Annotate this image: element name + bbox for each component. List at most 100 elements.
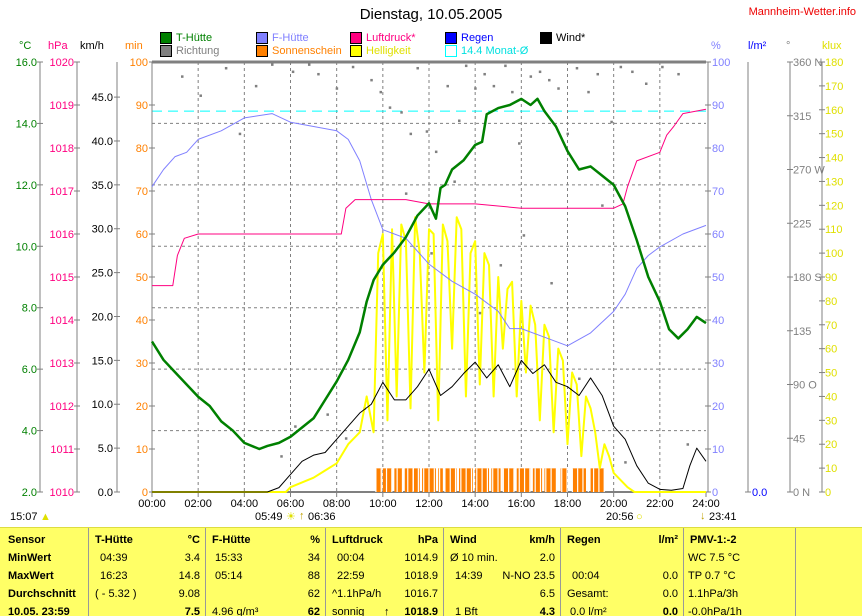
series-wind- bbox=[152, 359, 707, 493]
direction-point bbox=[291, 70, 295, 74]
sunshine-bar bbox=[404, 468, 413, 492]
unit-temp: °C bbox=[19, 40, 32, 52]
moonset-icon: ↓ bbox=[700, 510, 706, 522]
direction-point bbox=[464, 64, 468, 68]
axis-tick-label: 10 bbox=[825, 463, 837, 475]
legend-sonnenschein: Sonnenschein bbox=[256, 45, 342, 57]
direction-point bbox=[294, 425, 297, 428]
axis-tick-label: 6.0 bbox=[22, 364, 37, 376]
direction-point bbox=[587, 90, 590, 94]
brand-link[interactable]: Mannheim-Wetter.info bbox=[748, 6, 856, 18]
axis-tick-label: 130 bbox=[825, 176, 843, 188]
legend-label: T-Hütte bbox=[176, 32, 213, 44]
sunshine-bar bbox=[438, 468, 443, 492]
r-header: Regen bbox=[567, 534, 601, 546]
axis-tick-label: 1019 bbox=[50, 100, 74, 112]
f-min-time: 15:33 bbox=[215, 552, 243, 564]
t-min: 3.4 bbox=[184, 552, 200, 564]
axis-tick-label: 20 bbox=[825, 439, 837, 451]
direction-point bbox=[425, 130, 429, 133]
legend-regen: Regen bbox=[445, 32, 493, 44]
x-tick-label: 24:00 bbox=[692, 498, 720, 510]
t-avg: 9.08 bbox=[178, 588, 200, 600]
axis-tick-label: 1014 bbox=[50, 315, 74, 327]
axis-tick-label: 100 bbox=[712, 57, 730, 69]
p-current: 1018.9 bbox=[404, 606, 438, 616]
legend-wind: Wind* bbox=[540, 32, 585, 44]
axis-tick-label: 50 bbox=[825, 368, 837, 380]
x-tick-label: 14:00 bbox=[461, 498, 489, 510]
x-tick-label: 22:00 bbox=[646, 498, 674, 510]
axis-tick-label: 40 bbox=[136, 315, 148, 327]
p-unit: hPa bbox=[417, 534, 438, 546]
direction-point bbox=[307, 63, 311, 66]
direction-point bbox=[644, 82, 648, 85]
direction-point bbox=[566, 132, 569, 136]
w-unit: km/h bbox=[529, 534, 555, 546]
summary-table: Sensor MinWert MaxWert Durchschnitt 10.05. 2… bbox=[0, 527, 862, 616]
weather-chart: 16.014.012.010.08.06.04.02.0102010191018… bbox=[16, 57, 844, 510]
w-min: 2.0 bbox=[539, 552, 555, 564]
direction-point bbox=[529, 75, 533, 78]
axis-tick-label: 35.0 bbox=[92, 180, 113, 192]
r-current: 0.0 bbox=[662, 606, 678, 616]
direction-point bbox=[575, 66, 579, 70]
axis-tick-label: 15.0 bbox=[92, 355, 113, 367]
p-min: 1014.9 bbox=[404, 552, 438, 564]
axis-tick-label: 1011 bbox=[50, 444, 74, 456]
direction-point bbox=[492, 84, 496, 88]
axis-tick-label: 30 bbox=[712, 358, 724, 370]
direction-point bbox=[548, 78, 551, 82]
moon-icon: ▲ bbox=[40, 511, 51, 523]
unit-dir: ° bbox=[786, 40, 791, 52]
x-tick-label: 20:00 bbox=[600, 498, 628, 510]
x-tick-label: 18:00 bbox=[554, 498, 582, 510]
axis-tick-label: 160 bbox=[825, 105, 843, 117]
x-tick-label: 02:00 bbox=[184, 498, 212, 510]
divider bbox=[795, 528, 796, 616]
moonrise-time: 06:36 bbox=[308, 511, 336, 523]
axis-tick-label: 1020 bbox=[50, 57, 74, 69]
pressure-trend-arrow-icon: ↑ bbox=[384, 606, 390, 616]
direction-point bbox=[478, 311, 482, 315]
unit-rain: l/m² bbox=[748, 40, 767, 52]
legend-label: Wind* bbox=[556, 32, 586, 44]
sunset-icon: ○ bbox=[636, 511, 643, 523]
axis-tick-label: 20.0 bbox=[92, 311, 113, 323]
r-unit: l/m² bbox=[658, 534, 678, 546]
unit-hum: % bbox=[711, 40, 721, 52]
p-header: Luftdruck bbox=[332, 534, 383, 546]
dewpoint: TP 0.7 °C bbox=[688, 570, 736, 582]
legend-luftdruck: Luftdruck* bbox=[350, 32, 416, 44]
legend-label: Luftdruck* bbox=[366, 32, 416, 44]
axis-tick-label: 180 S bbox=[793, 272, 822, 284]
axis-tick-label: 90 bbox=[712, 100, 724, 112]
row-label: 10.05. 23:59 bbox=[8, 606, 70, 616]
moonset-time: 23:41 bbox=[709, 511, 737, 523]
x-tick-label: 00:00 bbox=[138, 498, 166, 510]
axis-tick-label: 60 bbox=[712, 229, 724, 241]
direction-point bbox=[550, 281, 553, 285]
unit-wind: km/h bbox=[80, 40, 104, 52]
footer-time: 15:07 bbox=[10, 511, 38, 523]
sunshine-bar bbox=[532, 468, 543, 492]
direction-point bbox=[280, 455, 283, 458]
axis-tick-label: 5.0 bbox=[98, 443, 113, 455]
row-label: Durchschnitt bbox=[8, 588, 76, 600]
axis-tick-label: 1018 bbox=[50, 143, 74, 155]
pressure-1h: -0.0hPa/1h bbox=[688, 606, 742, 616]
w-max-time: 14:39 bbox=[455, 570, 483, 582]
axis-tick-label: 40.0 bbox=[92, 136, 113, 148]
sunshine-bar bbox=[572, 468, 586, 492]
f-absolute: 4.96 g/m³ bbox=[212, 606, 259, 616]
direction-point bbox=[686, 443, 690, 446]
axis-tick-label: 110 bbox=[825, 224, 843, 236]
axis-tick-label: 90 bbox=[136, 100, 148, 112]
sunset-time: 20:56 bbox=[606, 511, 634, 523]
direction-point bbox=[199, 94, 202, 97]
direction-point bbox=[596, 72, 600, 76]
axis-tick-label: 120 bbox=[825, 200, 843, 212]
axis-tick-label: 10.0 bbox=[92, 399, 113, 411]
p-trend: ^1.1hPa/h bbox=[332, 588, 382, 600]
